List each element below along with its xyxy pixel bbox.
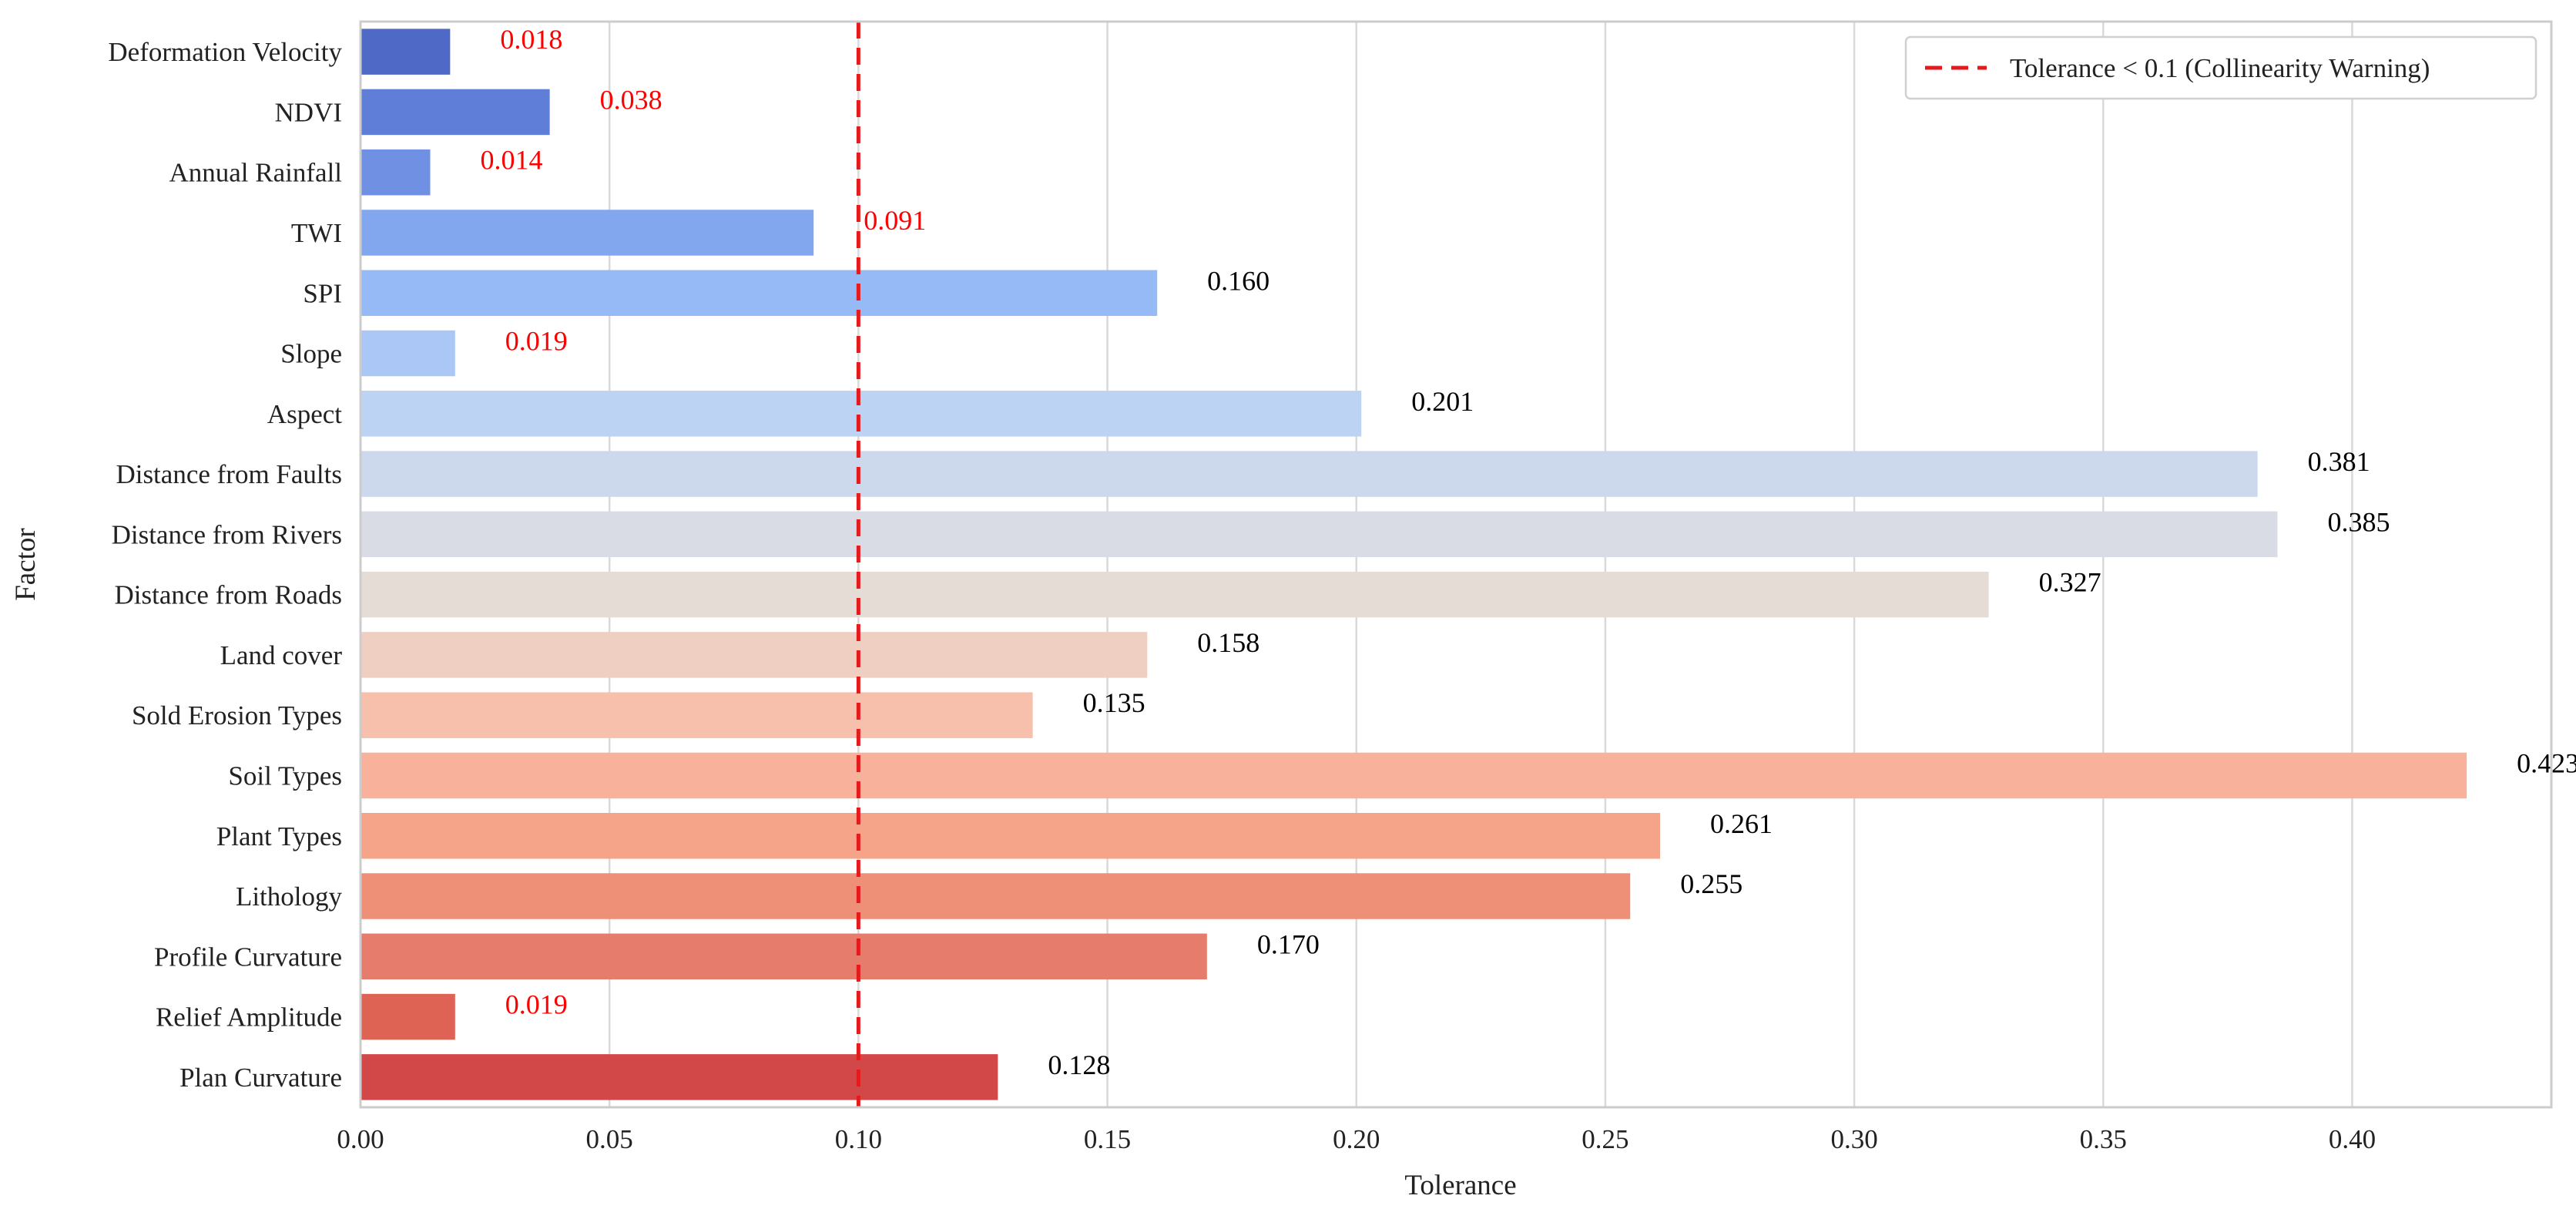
- y-tick-label: Distance from Faults: [116, 459, 342, 489]
- y-tick-label: TWI: [291, 218, 342, 248]
- y-tick-label: Lithology: [236, 882, 343, 912]
- y-tick-label: Aspect: [267, 399, 342, 429]
- bar-value-label: 0.158: [1197, 627, 1259, 658]
- bar-value-label: 0.385: [2328, 506, 2390, 537]
- bar: [361, 511, 2278, 558]
- bar: [361, 993, 455, 1040]
- bar: [361, 29, 451, 75]
- bar: [361, 692, 1033, 738]
- legend-box: [1904, 35, 2537, 100]
- x-axis-title: Tolerance: [1404, 1170, 1516, 1201]
- x-tick-label: 0.00: [337, 1124, 384, 1154]
- bar-value-label: 0.327: [2039, 567, 2101, 598]
- bar: [361, 270, 1158, 316]
- plot-frame: [359, 20, 2553, 1109]
- bar: [361, 89, 550, 136]
- y-tick-label: Plant Types: [216, 821, 342, 851]
- y-tick-label: Plan Curvature: [179, 1063, 342, 1093]
- y-tick-label: Slope: [280, 339, 342, 369]
- bar: [361, 752, 2467, 799]
- legend-label: Tolerance < 0.1 (Collinearity Warning): [2010, 53, 2430, 83]
- bar-value-label: 0.019: [505, 326, 568, 357]
- bar: [361, 1054, 998, 1100]
- y-tick-label: Relief Amplitude: [156, 1002, 342, 1033]
- bar: [361, 210, 814, 256]
- bar-value-label: 0.381: [2308, 446, 2370, 477]
- bar-value-label: 0.423: [2517, 747, 2576, 778]
- y-tick-label: NDVI: [275, 97, 342, 127]
- x-tick-label: 0.05: [586, 1124, 633, 1154]
- y-tick-label: Soil Types: [228, 761, 342, 791]
- x-tick-label: 0.30: [1830, 1124, 1877, 1154]
- x-tick-label: 0.25: [1581, 1124, 1628, 1154]
- bar-value-label: 0.038: [600, 84, 662, 115]
- x-tick-label: 0.15: [1084, 1124, 1131, 1154]
- y-axis-title: Factor: [10, 528, 42, 601]
- bar-value-label: 0.261: [1710, 808, 1773, 839]
- bar: [361, 391, 1362, 437]
- bar: [361, 149, 431, 196]
- plot-area: [361, 22, 2551, 1107]
- bar: [361, 933, 1207, 980]
- y-tick-label: Profile Curvature: [154, 942, 342, 972]
- bar-value-label: 0.014: [480, 145, 542, 176]
- bar-value-label: 0.019: [505, 989, 568, 1020]
- y-tick-label: SPI: [303, 278, 342, 308]
- bar-value-label: 0.160: [1207, 265, 1270, 296]
- y-tick-label: Annual Rainfall: [169, 158, 342, 188]
- y-tick-label: Distance from Roads: [115, 580, 342, 610]
- bar-value-label: 0.091: [864, 205, 926, 236]
- bar: [361, 813, 1661, 859]
- bar-value-label: 0.255: [1680, 868, 1742, 899]
- bar-value-label: 0.201: [1411, 386, 1474, 417]
- y-tick-label: Deformation Velocity: [108, 37, 342, 67]
- bar-value-label: 0.018: [500, 24, 562, 55]
- bar: [361, 451, 2258, 497]
- x-tick-label: 0.35: [2080, 1124, 2127, 1154]
- bar: [361, 873, 1631, 919]
- y-tick-label: Distance from Rivers: [112, 519, 342, 549]
- bar-value-label: 0.170: [1257, 929, 1320, 959]
- x-tick-label: 0.10: [835, 1124, 882, 1154]
- x-tick-label: 0.40: [2329, 1124, 2376, 1154]
- bar: [361, 632, 1148, 678]
- y-tick-label: Land cover: [220, 640, 343, 670]
- bar: [361, 571, 1989, 618]
- bar: [361, 330, 455, 377]
- x-tick-label: 0.20: [1333, 1124, 1380, 1154]
- bar-value-label: 0.135: [1083, 687, 1145, 718]
- y-tick-label: Sold Erosion Types: [132, 700, 342, 730]
- bar-value-label: 0.128: [1048, 1049, 1110, 1080]
